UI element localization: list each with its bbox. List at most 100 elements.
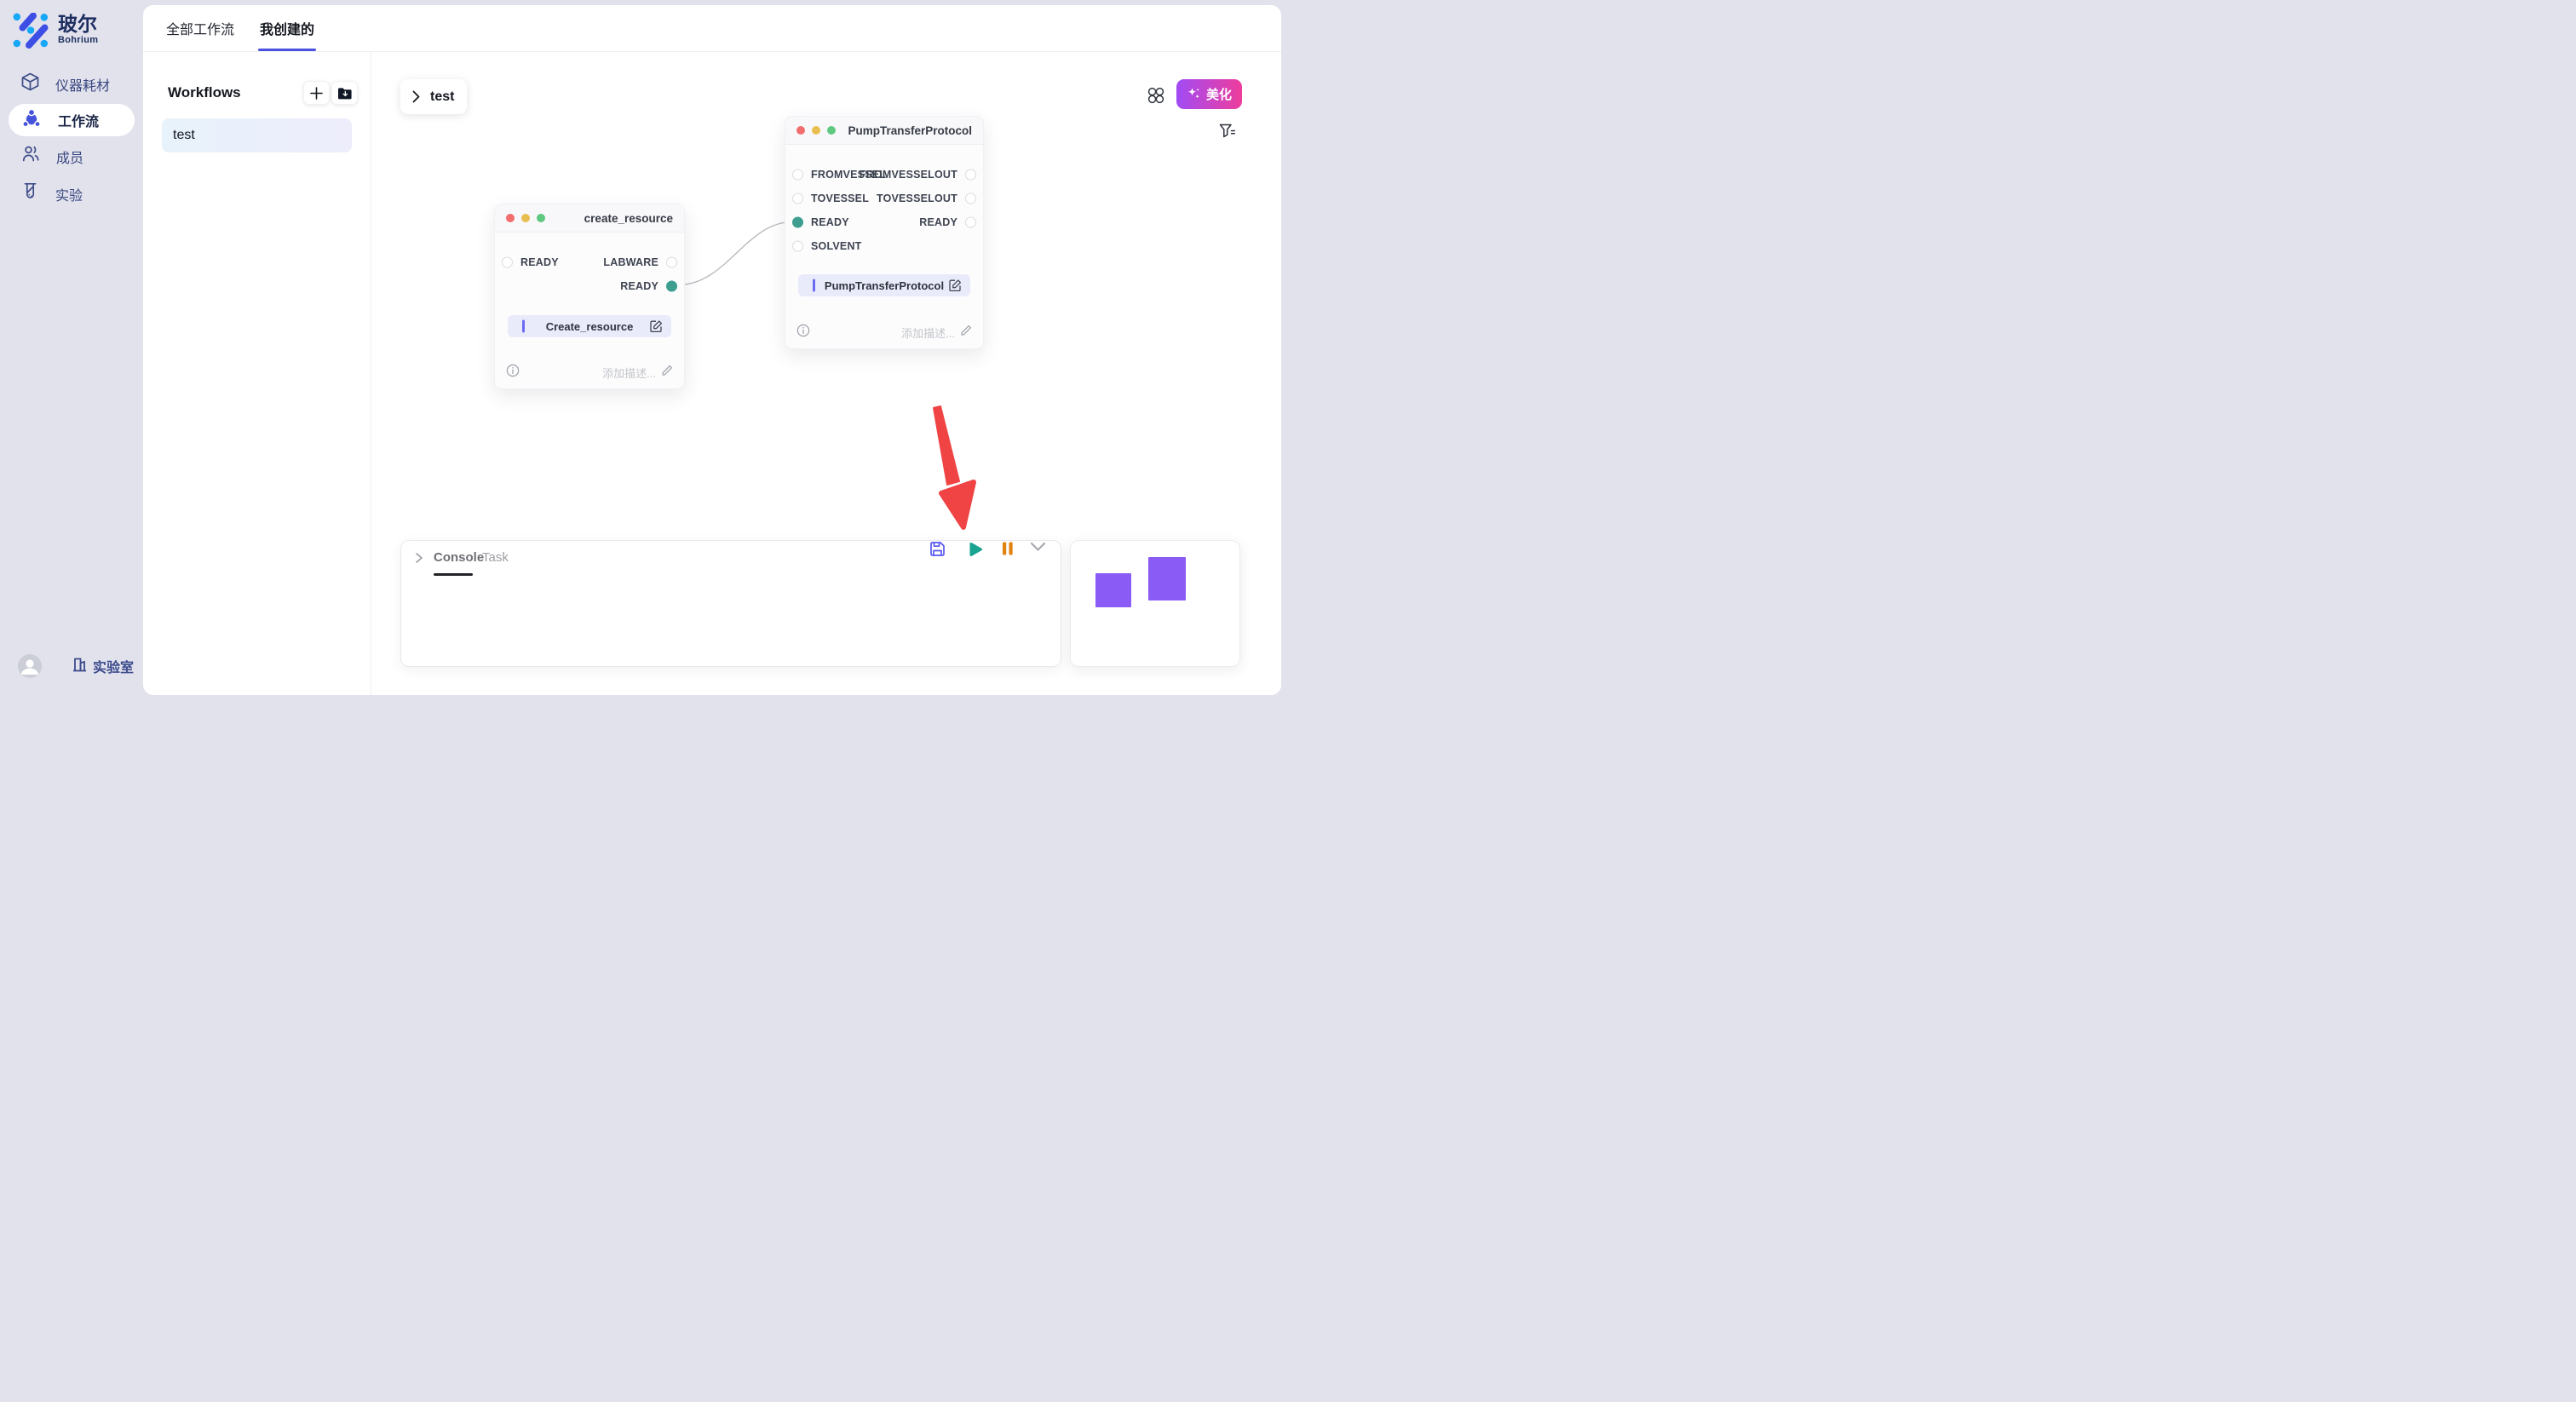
console-tab-underline <box>434 573 473 576</box>
input-port-ready[interactable] <box>502 256 513 268</box>
port-label: READY <box>811 216 849 228</box>
workflow-list-panel: Workflows test <box>143 52 371 695</box>
chevron-down-icon[interactable] <box>1030 541 1047 558</box>
input-port-solvent[interactable] <box>792 240 803 252</box>
output-port-fromvesselout[interactable] <box>965 169 976 181</box>
traffic-dots-icon <box>796 126 836 135</box>
edit-icon[interactable] <box>949 279 962 292</box>
layout-grid-icon[interactable] <box>1147 87 1164 104</box>
sidebar-item-experiment[interactable]: 实验 <box>0 176 143 211</box>
node-title: create_resource <box>584 211 673 225</box>
tab-my-created[interactable]: 我创建的 <box>258 18 317 51</box>
logo-title: 玻尔 <box>58 13 97 35</box>
add-workflow-button[interactable] <box>303 81 330 105</box>
red-annotation-arrow <box>933 405 976 530</box>
minimap[interactable] <box>1070 540 1240 667</box>
sparkles-icon <box>1187 88 1200 99</box>
save-icon[interactable] <box>929 541 946 558</box>
filter-icon[interactable] <box>1219 124 1236 141</box>
node-header: PumpTransferProtocol <box>785 117 983 145</box>
bohrium-logo-icon <box>13 12 49 53</box>
workflow-icon <box>21 108 42 133</box>
node-footer: 添加描述... <box>506 364 673 382</box>
import-workflow-button[interactable] <box>331 81 358 105</box>
input-port-tovessel[interactable] <box>792 192 803 204</box>
pill-accent-bar <box>813 279 815 292</box>
workflow-item-name: test <box>173 128 195 142</box>
info-icon[interactable] <box>796 324 810 342</box>
minimap-node-create <box>1095 573 1131 607</box>
port-label: LABWARE <box>603 256 658 268</box>
sidebar-item-label: 工作流 <box>58 115 100 129</box>
pill-label: PumpTransferProtocol <box>824 279 945 292</box>
description-placeholder[interactable]: 添加描述... <box>901 326 955 340</box>
beautify-label: 美化 <box>1205 88 1232 102</box>
tab-my-created-label: 我创建的 <box>260 23 315 37</box>
output-port-tovesselout[interactable] <box>965 192 976 204</box>
description-placeholder[interactable]: 添加描述... <box>602 366 656 380</box>
node-function-pill[interactable]: PumpTransferProtocol <box>798 274 970 296</box>
app-root: 玻尔 Bohrium 仪器耗材 <box>0 0 1288 701</box>
console-panel: Console Task <box>400 540 1061 667</box>
port-label: READY <box>620 280 658 292</box>
breadcrumb-label: test <box>430 89 455 104</box>
tab-console[interactable]: Console <box>434 550 485 565</box>
node-pump-transfer-protocol[interactable]: PumpTransferProtocol FROMVESSEL FROMVESS… <box>785 116 984 349</box>
port-label: TOVESSELOUT <box>876 192 957 204</box>
workflow-canvas[interactable]: test 美化 <box>371 52 1281 695</box>
building-icon <box>72 657 87 676</box>
traffic-dots-icon <box>506 214 545 222</box>
pencil-icon[interactable] <box>661 365 673 381</box>
folder-download-icon <box>337 87 352 99</box>
edit-icon[interactable] <box>650 320 663 333</box>
sidebar-nav: 仪器耗材 工作流 <box>0 66 143 211</box>
output-port-ready[interactable] <box>965 216 976 228</box>
port-label: SOLVENT <box>811 240 862 252</box>
port-label: TOVESSEL <box>811 192 870 204</box>
chevron-right-icon <box>412 90 420 103</box>
package-icon <box>21 72 39 95</box>
tab-all-workflows[interactable]: 全部工作流 <box>166 23 235 37</box>
output-port-ready[interactable] <box>666 280 677 292</box>
port-label: READY <box>919 216 957 228</box>
port-label: READY <box>520 256 559 268</box>
collapse-chevron-icon[interactable] <box>415 552 427 564</box>
port-label: FROMVESSEL <box>811 169 887 181</box>
node-create-resource[interactable]: create_resource READY LABWARE READY Crea… <box>494 204 685 389</box>
sidebar-item-instruments[interactable]: 仪器耗材 <box>0 66 143 101</box>
sidebar-item-workflow[interactable]: 工作流 <box>9 104 135 136</box>
active-tab-underline <box>258 49 317 51</box>
content-card: 全部工作流 我创建的 Workflows <box>143 5 1281 695</box>
brand: 玻尔 Bohrium <box>13 12 99 53</box>
beautify-button[interactable]: 美化 <box>1176 79 1242 109</box>
logo-subtitle: Bohrium <box>58 35 99 45</box>
info-icon[interactable] <box>506 364 520 382</box>
pill-label: Create_resource <box>545 319 634 333</box>
port-label: FROMVESSELOUT <box>859 169 957 181</box>
plus-icon <box>310 86 323 100</box>
workflow-tabs: 全部工作流 我创建的 <box>143 5 1281 52</box>
node-function-pill[interactable]: Create_resource <box>508 315 671 337</box>
minimap-node-pump <box>1148 557 1186 600</box>
pencil-icon[interactable] <box>960 325 972 341</box>
output-port-labware[interactable] <box>666 256 677 268</box>
lab-switcher[interactable]: 实验室 <box>72 656 134 676</box>
sidebar-item-members[interactable]: 成员 <box>0 139 143 174</box>
tab-task[interactable]: Task <box>482 550 509 565</box>
experiment-icon <box>21 182 39 206</box>
sidebar-item-label: 实验 <box>55 188 83 204</box>
sidebar: 玻尔 Bohrium 仪器耗材 <box>0 0 143 701</box>
node-title: PumpTransferProtocol <box>848 124 972 137</box>
workflows-title: Workflows <box>168 84 241 101</box>
run-play-icon[interactable] <box>967 541 984 558</box>
pause-icon[interactable] <box>1000 541 1017 558</box>
sidebar-item-label: 仪器耗材 <box>55 78 111 94</box>
input-port-fromvessel[interactable] <box>792 169 803 181</box>
breadcrumb[interactable]: test <box>400 79 467 114</box>
avatar[interactable] <box>18 654 42 678</box>
workflow-list-item-test[interactable]: test <box>162 118 352 152</box>
sidebar-footer: 实验室 <box>18 654 134 678</box>
input-port-ready[interactable] <box>792 216 803 228</box>
members-icon <box>21 145 40 168</box>
edge-create-to-pump <box>677 221 793 286</box>
